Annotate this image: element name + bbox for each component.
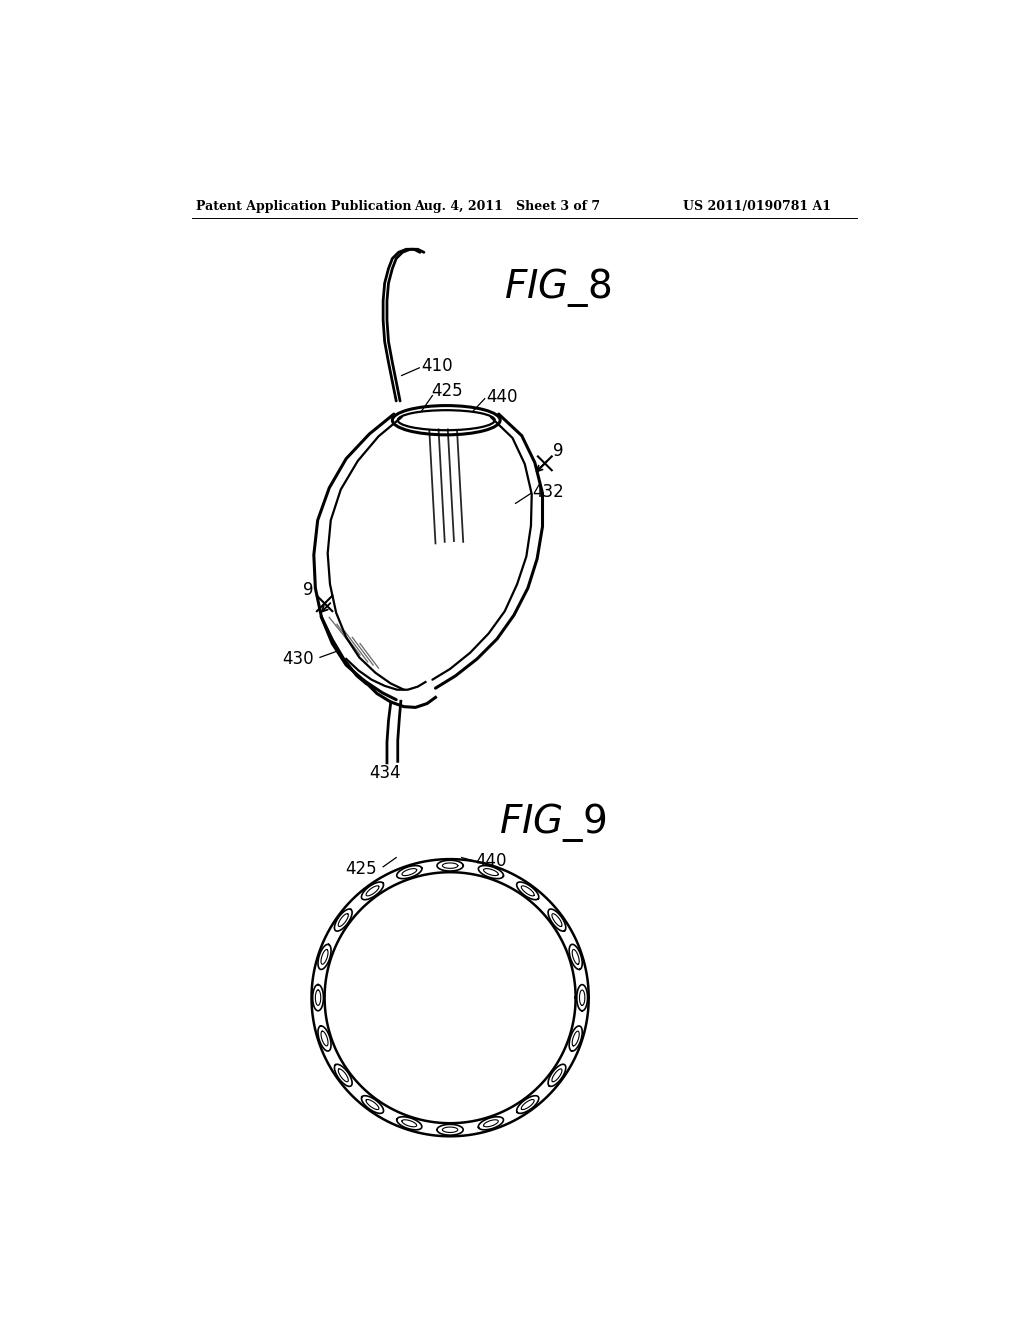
Text: 425: 425 [345,861,377,878]
Text: US 2011/0190781 A1: US 2011/0190781 A1 [683,199,831,213]
Text: 432: 432 [532,483,564,500]
Text: 9: 9 [303,581,313,598]
Text: Patent Application Publication: Patent Application Publication [196,199,412,213]
Text: 440: 440 [475,851,507,870]
Text: 434: 434 [369,764,400,781]
Text: 9: 9 [553,442,563,459]
Text: 425: 425 [431,381,463,400]
Text: Aug. 4, 2011   Sheet 3 of 7: Aug. 4, 2011 Sheet 3 of 7 [414,199,600,213]
Text: 440: 440 [486,388,518,407]
Text: $\it{FIG\_9}$: $\it{FIG\_9}$ [499,801,606,843]
Text: 430: 430 [283,649,313,668]
Text: $\it{FIG\_8}$: $\it{FIG\_8}$ [504,267,611,309]
Text: 410: 410 [422,358,454,375]
